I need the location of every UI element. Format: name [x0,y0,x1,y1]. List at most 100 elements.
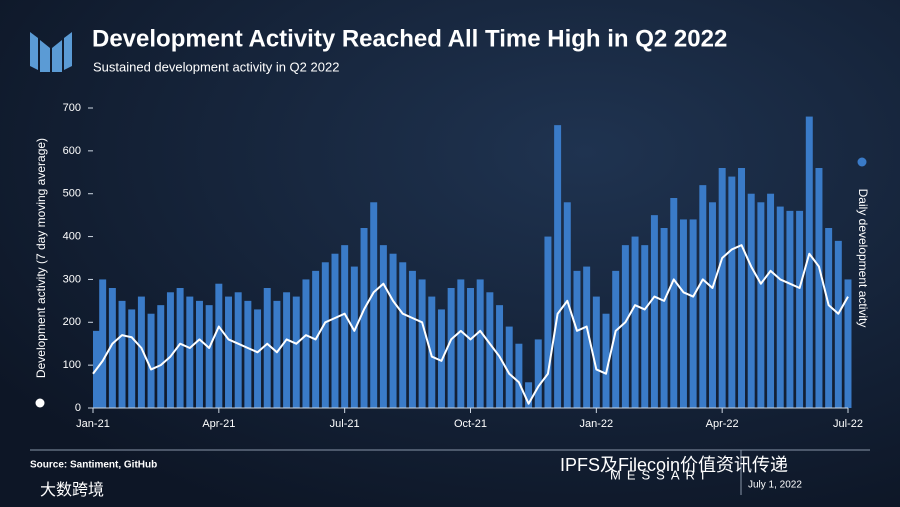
bar [583,266,591,408]
bar [815,168,823,408]
bar [757,202,765,408]
bar [641,245,649,408]
bar [825,228,833,408]
y-tick-label: 100 [63,359,81,371]
bar [844,279,852,408]
bar [573,270,581,408]
bar [157,305,165,408]
x-tick-label: Oct-21 [454,418,487,430]
brand: MESSARI [610,467,711,482]
bar [805,116,813,409]
bar [650,215,658,408]
x-tick-label: Jan-22 [580,418,614,430]
bar [457,279,465,408]
y-tick-label: 600 [63,145,81,157]
bar [176,288,184,408]
bar [467,288,474,408]
bar [689,219,697,408]
bar [292,296,300,408]
bar [699,185,707,408]
bar [399,262,407,408]
legend-dot [857,157,867,167]
bar [738,168,746,408]
y-tick-label: 500 [63,188,81,200]
bar [796,210,804,408]
x-tick-label: Jul-22 [833,418,863,430]
bar [776,206,784,408]
bar [428,296,436,408]
bar [834,240,842,408]
bar [118,300,126,408]
bar [709,202,716,408]
bar [476,279,484,408]
bar [747,193,755,408]
bar [321,262,329,408]
x-tick-label: Jul-21 [330,418,360,430]
x-tick-label: Apr-21 [202,418,235,430]
bar [767,193,775,408]
bar [147,313,155,408]
y-axis-label: Development activity (7 day moving avera… [34,138,48,378]
source: Source: Santiment, GitHub [30,460,157,471]
bar [341,245,349,408]
bar [137,296,145,408]
bar [244,300,252,408]
y-tick-label: 400 [63,230,81,242]
x-tick-label: Jan-21 [76,418,110,430]
watermark: 大数跨境 [40,480,104,499]
bar [128,309,136,408]
bar [525,382,533,408]
bar [350,266,358,408]
bar [166,292,174,408]
bar [447,288,455,408]
y-tick-label: 300 [63,273,81,285]
bar [195,300,203,408]
bar [786,210,794,408]
bar [283,292,291,408]
bar [273,300,281,408]
bar [602,313,610,408]
bar [225,296,232,408]
legend-dot [35,398,45,408]
bar [302,279,310,408]
y-tick-label: 0 [75,402,81,414]
y-tick-label: 200 [63,316,81,328]
bar [418,279,426,408]
bar [718,168,726,408]
bar [389,253,397,408]
bar [360,228,368,408]
bar [679,219,687,408]
y2-axis-label: Daily development activity [856,189,870,328]
bar [205,305,213,408]
bar [263,288,271,408]
x-tick-label: Apr-22 [706,418,739,430]
chart-subtitle: Sustained development activity in Q2 202… [93,59,339,74]
bar [554,125,562,409]
bar [254,309,262,408]
bar [534,339,542,408]
watermark: IPFS及Filecoin价值资讯传递 [560,455,788,475]
bar [408,270,416,408]
bar [660,228,668,408]
bar [370,202,378,408]
bar [612,270,620,408]
bar [670,198,678,408]
date-note: July 1, 2022 [748,480,802,491]
bar [621,245,629,408]
bar [234,292,242,408]
bar [331,253,339,408]
bar [544,236,552,408]
bar [728,176,736,408]
bar [563,202,571,408]
bar [186,296,194,408]
bar [99,279,107,408]
bar [505,326,513,408]
chart-title: Development Activity Reached All Time Hi… [92,25,727,52]
ma-line [92,244,849,405]
bar [215,283,223,408]
y-tick-label: 700 [63,102,81,114]
bar [108,288,116,408]
bar [592,296,600,408]
